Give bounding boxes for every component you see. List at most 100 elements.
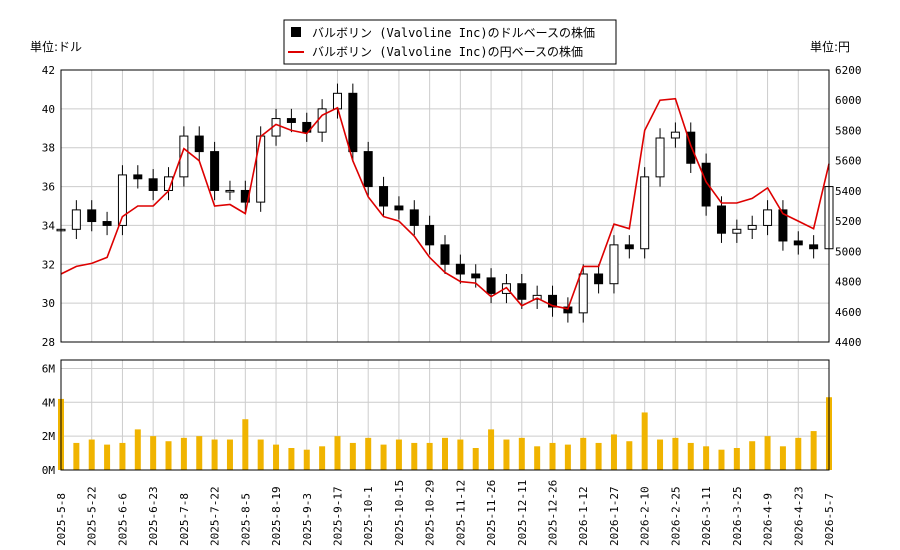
y-left-tick-label: 38 <box>42 142 55 155</box>
usd-candle <box>102 221 112 226</box>
volume-bar <box>334 436 341 470</box>
usd-candle <box>640 176 650 250</box>
x-tick-label: 2025-10-29 <box>424 480 437 546</box>
y-right-tick-label: 4400 <box>835 336 862 349</box>
x-tick-label: 2026-3-25 <box>731 486 744 546</box>
y-right-tick-label: 6000 <box>835 94 862 107</box>
x-tick-label: 2025-11-12 <box>454 480 467 546</box>
left-unit-label: 単位:ドル <box>30 39 82 54</box>
usd-candle <box>394 205 404 211</box>
y-left-tick-label: 30 <box>42 297 55 310</box>
volume-bar <box>226 439 233 470</box>
volume-series <box>58 397 832 470</box>
volume-bar <box>610 434 617 470</box>
usd-candle <box>548 294 558 308</box>
y-right-tick-label: 5800 <box>835 124 862 137</box>
volume-bar <box>534 446 541 470</box>
volume-bar <box>88 439 95 470</box>
usd-candle <box>701 162 711 207</box>
x-tick-label: 2025-7-22 <box>209 486 222 546</box>
y-left-tick-label: 34 <box>42 219 56 232</box>
usd-candle <box>609 244 619 285</box>
legend-usd-swatch <box>291 27 301 37</box>
volume-bar <box>595 442 602 470</box>
usd-candle <box>809 244 819 250</box>
volume-bar <box>672 437 679 470</box>
x-tick-label: 2026-2-10 <box>639 486 652 546</box>
price-axis-left: 28 30 32 34 36 38 40 42 <box>42 64 56 349</box>
volume-tick-label: 4M <box>42 396 56 409</box>
volume-bar <box>626 441 633 470</box>
x-tick-label: 2025-10-1 <box>362 486 375 546</box>
legend: バルボリン (Valvoline Inc)のドルベースの株価 バルボリン (Va… <box>283 19 617 65</box>
x-tick-label: 2026-1-12 <box>577 486 590 546</box>
x-tick-label: 2025-10-15 <box>393 480 406 546</box>
volume-bar <box>395 439 402 470</box>
y-left-tick-label: 42 <box>42 64 55 77</box>
volume-tick-label: 0M <box>42 464 56 477</box>
price-grid <box>60 69 830 343</box>
usd-candle <box>778 209 788 242</box>
volume-bar <box>211 439 218 470</box>
x-tick-label: 2025-11-26 <box>485 480 498 546</box>
usd-candle <box>256 135 266 203</box>
legend-jpy-label: バルボリン (Valvoline Inc)の円ベースの株価 <box>312 44 583 59</box>
volume-bar <box>319 446 326 470</box>
volume-bar <box>196 436 203 470</box>
usd-candle <box>179 135 189 178</box>
volume-bar <box>457 439 464 470</box>
jpy-price-line <box>60 97 830 310</box>
usd-price-series <box>56 83 834 323</box>
volume-bar <box>150 436 157 470</box>
usd-candle <box>210 151 220 191</box>
y-left-tick-label: 32 <box>42 258 55 271</box>
x-tick-label: 2026-4-9 <box>762 493 775 546</box>
volume-bar <box>779 446 786 470</box>
x-tick-label: 2025-7-8 <box>178 493 191 546</box>
x-tick-label: 2026-1-27 <box>608 486 621 546</box>
volume-bar <box>503 439 510 470</box>
price-plot-frame <box>60 69 830 343</box>
volume-axis: 0M 2M 4M 6M <box>42 362 56 477</box>
legend-usd-label: バルボリン (Valvoline Inc)のドルベースの株価 <box>312 25 595 40</box>
usd-candle <box>578 273 588 314</box>
usd-candle <box>716 205 726 234</box>
usd-candle <box>455 263 465 275</box>
y-right-tick-label: 5600 <box>835 155 862 168</box>
usd-candle <box>425 224 435 246</box>
volume-bar <box>795 437 802 470</box>
x-tick-label: 2025-6-6 <box>116 493 129 546</box>
x-tick-label: 2025-9-3 <box>301 493 314 546</box>
usd-candle <box>747 224 757 230</box>
usd-candle <box>686 131 696 164</box>
usd-candle <box>517 283 527 300</box>
usd-candle <box>440 244 450 265</box>
volume-bar <box>718 449 725 470</box>
usd-candle <box>594 273 604 285</box>
volume-bar <box>134 429 141 470</box>
volume-bar <box>549 442 556 470</box>
usd-candle <box>532 294 542 300</box>
x-tick-label: 2026-4-23 <box>792 486 805 546</box>
usd-candle <box>624 244 634 250</box>
usd-candle <box>763 209 773 226</box>
volume-bar <box>165 441 172 470</box>
x-tick-label: 2025-12-26 <box>547 480 560 546</box>
usd-candle <box>486 277 496 294</box>
volume-bar <box>273 444 280 470</box>
y-right-tick-label: 5000 <box>835 245 862 258</box>
date-axis: 2025-5-8 2025-5-22 2025-6-6 2025-6-23 2025-7… <box>55 480 836 546</box>
usd-candle <box>194 135 204 153</box>
volume-bar <box>426 442 433 470</box>
usd-candle <box>302 121 312 133</box>
volume-bar <box>472 448 479 470</box>
y-left-tick-label: 40 <box>42 103 55 116</box>
y-right-tick-label: 5200 <box>835 215 862 228</box>
x-tick-label: 2025-5-22 <box>86 486 99 546</box>
usd-candle <box>379 186 389 207</box>
usd-candle <box>117 174 127 226</box>
usd-candle <box>348 92 358 153</box>
jpy-price-series <box>60 97 830 310</box>
legend-box <box>283 19 617 65</box>
